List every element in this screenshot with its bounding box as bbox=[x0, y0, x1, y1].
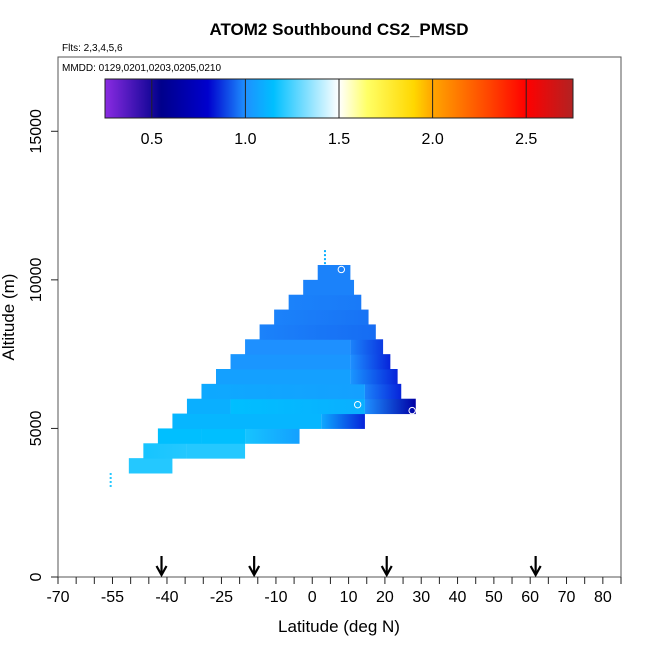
x-tick-label: -40 bbox=[155, 589, 178, 606]
flights-label: Flts: 2,3,4,5,6 bbox=[62, 43, 123, 54]
arrow-markers bbox=[155, 556, 542, 578]
down-arrow-icon bbox=[529, 556, 542, 578]
x-tick-label: 50 bbox=[485, 589, 503, 606]
x-tick-label: 10 bbox=[340, 589, 358, 606]
x-tick-label: 70 bbox=[558, 589, 576, 606]
heatmap-cell bbox=[201, 428, 246, 444]
heatmap-cell bbox=[143, 443, 187, 459]
colorbar-tick-label: 1.0 bbox=[234, 131, 256, 148]
x-tick-label: -10 bbox=[264, 589, 287, 606]
colorbar-tick-label: 2.0 bbox=[421, 131, 443, 148]
heatmap-cell bbox=[274, 309, 369, 325]
y-tick-label: 10000 bbox=[28, 258, 45, 303]
dates-label: MMDD: 0129,0201,0203,0205,0210 bbox=[62, 63, 221, 74]
y-axis: 0 5000 10000 15000 bbox=[28, 109, 58, 581]
heatmap-cell bbox=[216, 413, 322, 429]
heatmap-cell bbox=[230, 398, 365, 415]
marker-circle bbox=[408, 406, 416, 415]
heatmap-cell bbox=[186, 398, 231, 415]
heatmap-cell bbox=[216, 369, 351, 385]
marker-circle bbox=[337, 265, 346, 274]
x-tick-label: 80 bbox=[594, 589, 612, 606]
x-tick-label: 20 bbox=[376, 589, 394, 606]
y-tick-label: 15000 bbox=[28, 109, 45, 154]
heatmap-cell bbox=[230, 354, 351, 370]
heatmap-cell bbox=[245, 428, 300, 444]
x-tick-label: -70 bbox=[46, 589, 69, 606]
x-tick-label: 30 bbox=[412, 589, 430, 606]
colorbar: 0.5 1.0 1.5 2.0 2.5 bbox=[104, 78, 574, 148]
colorbar-tick-label: 0.5 bbox=[141, 131, 163, 148]
heatmap-cell bbox=[350, 339, 384, 355]
x-tick-label: -55 bbox=[101, 589, 124, 606]
heatmap-cell bbox=[364, 398, 416, 415]
heatmap-cell bbox=[364, 383, 402, 400]
down-arrow-icon bbox=[380, 556, 393, 578]
heatmap-cell bbox=[317, 265, 351, 281]
x-tick-label: 0 bbox=[308, 589, 317, 606]
heatmap-cell bbox=[350, 354, 391, 370]
colorbar-tick-label: 1.5 bbox=[328, 131, 350, 148]
heatmap-cell bbox=[245, 339, 351, 355]
heatmap-cell bbox=[172, 413, 217, 429]
x-axis-label: Latitude (deg N) bbox=[278, 617, 400, 636]
y-tick-label: 0 bbox=[28, 572, 45, 581]
x-axis: -70 -55 -40 -25 -10 0 10 20 30 40 50 60 70 80 bbox=[46, 577, 622, 606]
x-tick-label: 40 bbox=[449, 589, 467, 606]
chart-title: ATOM2 Southbound CS2_PMSD bbox=[209, 20, 468, 39]
heatmap-cell bbox=[128, 458, 173, 474]
y-tick-label: 5000 bbox=[28, 411, 45, 447]
plot-frame bbox=[57, 56, 622, 578]
heatmap-cell bbox=[350, 369, 398, 385]
down-arrow-icon bbox=[248, 556, 261, 578]
heatmap-cell bbox=[186, 443, 246, 459]
heatmap-cell bbox=[201, 383, 365, 400]
down-arrow-icon bbox=[155, 556, 168, 578]
heatmap-cell bbox=[157, 428, 202, 444]
x-tick-label: 60 bbox=[521, 589, 539, 606]
heatmap-cell bbox=[259, 324, 376, 340]
x-tick-label: -25 bbox=[210, 589, 233, 606]
colorbar-tick-label: 2.5 bbox=[515, 131, 537, 148]
plot-area bbox=[109, 250, 416, 488]
marker-circle bbox=[353, 400, 362, 409]
heatmap-cell bbox=[288, 294, 362, 311]
y-axis-label: Altitude (m) bbox=[0, 274, 18, 361]
heatmap-cell bbox=[303, 279, 355, 296]
heatmap-cell bbox=[321, 413, 365, 429]
